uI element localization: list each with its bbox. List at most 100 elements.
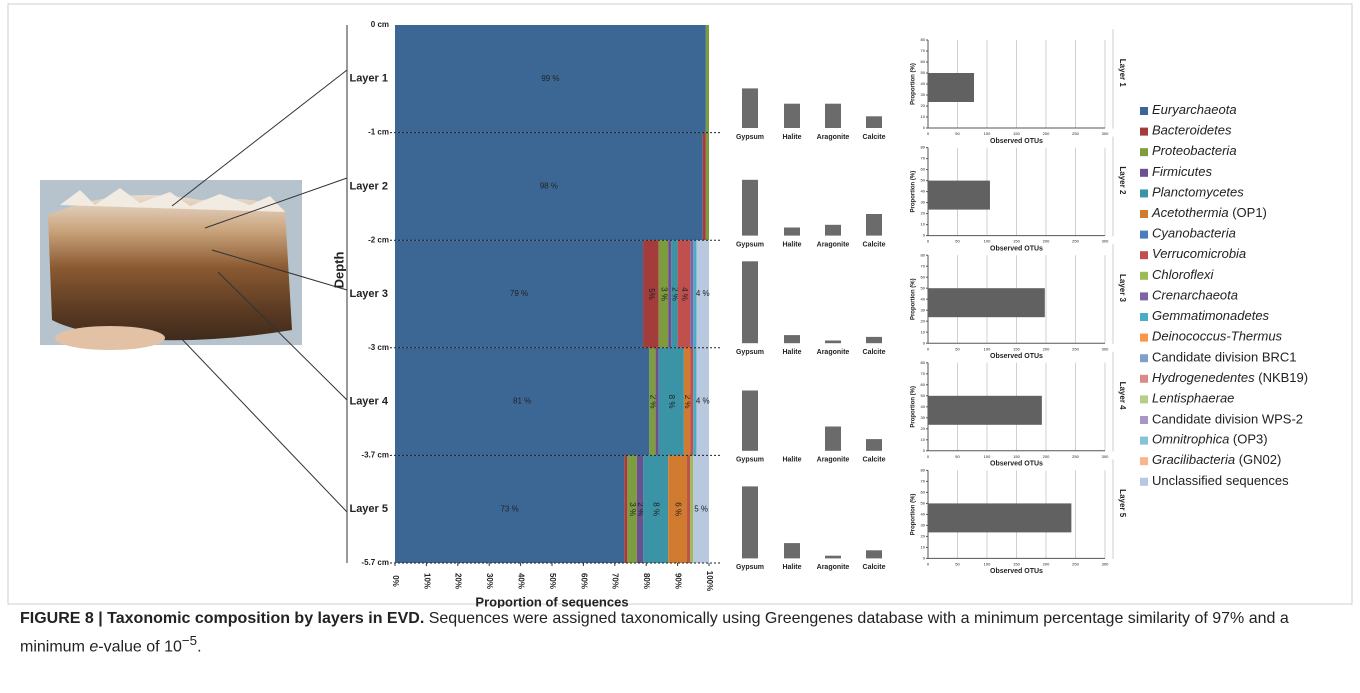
- y-tick-label: 10: [921, 329, 926, 334]
- mineral-label: Gypsum: [736, 134, 764, 141]
- value-label: 5%: [647, 288, 656, 300]
- mineral-label: Aragonite: [817, 241, 850, 248]
- y-tick-label: 0: [923, 125, 926, 130]
- x-tick-label: 100%: [705, 571, 714, 591]
- legend-swatch: [1140, 477, 1148, 486]
- y-axis-title: Proportion (%): [911, 63, 917, 105]
- x-tick-label: 60%: [579, 573, 588, 589]
- legend-swatch: [1140, 210, 1148, 218]
- x-tick-label: 250: [1072, 561, 1079, 566]
- y-tick-label: 50: [921, 70, 926, 75]
- mineral-bar: [825, 224, 841, 236]
- legend-label: Chloroflexi: [1152, 267, 1215, 282]
- otu-bar: [928, 503, 1072, 533]
- y-axis-title: Proportion (%): [911, 278, 917, 320]
- caption: FIGURE 8 | Taxonomic composition by laye…: [20, 608, 1345, 658]
- mineral-label: Gypsum: [736, 564, 764, 571]
- y-tick-label: 0: [923, 448, 926, 453]
- mineral-label: Aragonite: [817, 457, 850, 464]
- mineral-bar: [825, 340, 841, 344]
- legend-swatch: [1140, 271, 1148, 280]
- layer-label: Layer 5: [349, 503, 388, 515]
- mineral-label: Aragonite: [817, 349, 850, 356]
- mineral-bar: [866, 336, 882, 344]
- mineral-bar: [742, 261, 758, 344]
- legend-swatch: [1140, 436, 1148, 445]
- mineral-label: Halite: [782, 457, 801, 464]
- mineral-label: Gypsum: [736, 457, 764, 464]
- x-tick-label: 0: [927, 454, 930, 459]
- legend-label: Unclassified sequences: [1152, 473, 1289, 488]
- x-tick-label: 300: [1102, 131, 1109, 136]
- x-tick-label: 40%: [516, 573, 525, 589]
- x-tick-label: 0: [927, 239, 930, 244]
- y-tick-label: 0: [923, 233, 926, 238]
- legend-label: Candidate division BRC1: [1152, 350, 1297, 365]
- layer-label: Layer 4: [349, 396, 388, 408]
- mineral-bar: [825, 103, 841, 128]
- value-label: 8 %: [667, 395, 676, 409]
- mineral-label: Halite: [782, 564, 801, 571]
- depth-label: -2 cm: [368, 235, 389, 244]
- value-label: 3 %: [628, 502, 637, 516]
- y-tick-label: 60: [921, 489, 926, 494]
- row-label: Layer 1: [1118, 59, 1127, 88]
- layer-connectors: [171, 69, 348, 513]
- y-tick-label: 70: [921, 371, 926, 376]
- bar-segment: [696, 347, 709, 456]
- legend-swatch: [1140, 395, 1148, 404]
- value-label: 3 %: [659, 287, 668, 301]
- mineral-bar: [784, 335, 800, 344]
- x-tick-label: 50: [955, 454, 960, 459]
- x-tick-label: 50: [955, 561, 960, 566]
- x-axis-title: Observed OTUs: [990, 245, 1043, 252]
- value-label: 6 %: [673, 502, 682, 516]
- bar-segment: [624, 455, 628, 563]
- y-tick-label: 20: [921, 318, 926, 323]
- layer-label: Layer 3: [349, 288, 388, 300]
- y-tick-label: 40: [921, 404, 926, 409]
- mineral-label: Halite: [782, 241, 801, 248]
- legend-swatch: [1140, 251, 1148, 260]
- x-axis-title: Observed OTUs: [990, 138, 1043, 145]
- legend-label: Hydrogenedentes (NKB19): [1152, 370, 1308, 385]
- x-tick-label: 50: [955, 239, 960, 244]
- legend-label: Cyanobacteria: [1152, 226, 1236, 241]
- value-label: 4 %: [696, 289, 710, 298]
- legend-label: Candidate division WPS-2: [1152, 411, 1303, 426]
- x-tick-label: 100: [984, 561, 991, 566]
- mineral-label: Calcite: [863, 134, 886, 141]
- mineral-label: Halite: [782, 349, 801, 356]
- mineral-label: Calcite: [863, 241, 886, 248]
- value-label: 2 %: [648, 395, 657, 409]
- bar-segment: [395, 132, 703, 241]
- mineral-bar: [866, 214, 882, 236]
- x-axis-title: Observed OTUs: [990, 461, 1043, 468]
- depth-label: -3 cm: [368, 343, 389, 352]
- y-tick-label: 80: [921, 360, 926, 365]
- mineral-label: Calcite: [863, 564, 886, 571]
- y-tick-label: 70: [921, 156, 926, 161]
- y-tick-label: 40: [921, 511, 926, 516]
- otu-bar: [928, 180, 990, 210]
- value-label: 2 %: [636, 502, 645, 516]
- x-tick-label: 150: [1013, 561, 1020, 566]
- value-label: 98 %: [540, 182, 558, 191]
- y-tick-label: 80: [921, 467, 926, 472]
- mineral-bar: [866, 116, 882, 128]
- x-tick-label: 300: [1102, 239, 1109, 244]
- y-axis-title: Proportion (%): [911, 386, 917, 428]
- x-tick-label: 20%: [454, 573, 463, 589]
- legend-swatch: [1140, 148, 1148, 157]
- legend-label: Crenarchaeota: [1152, 288, 1238, 303]
- y-tick-label: 80: [921, 37, 926, 42]
- x-tick-label: 100: [984, 239, 991, 244]
- mineral-bar: [784, 543, 800, 559]
- y-tick-label: 0: [923, 340, 926, 345]
- value-label: 73 %: [500, 504, 518, 513]
- y-tick-label: 30: [921, 92, 926, 97]
- y-tick-label: 40: [921, 81, 926, 86]
- y-tick-label: 10: [921, 114, 926, 119]
- depth-label: -1 cm: [368, 128, 389, 137]
- y-tick-label: 60: [921, 382, 926, 387]
